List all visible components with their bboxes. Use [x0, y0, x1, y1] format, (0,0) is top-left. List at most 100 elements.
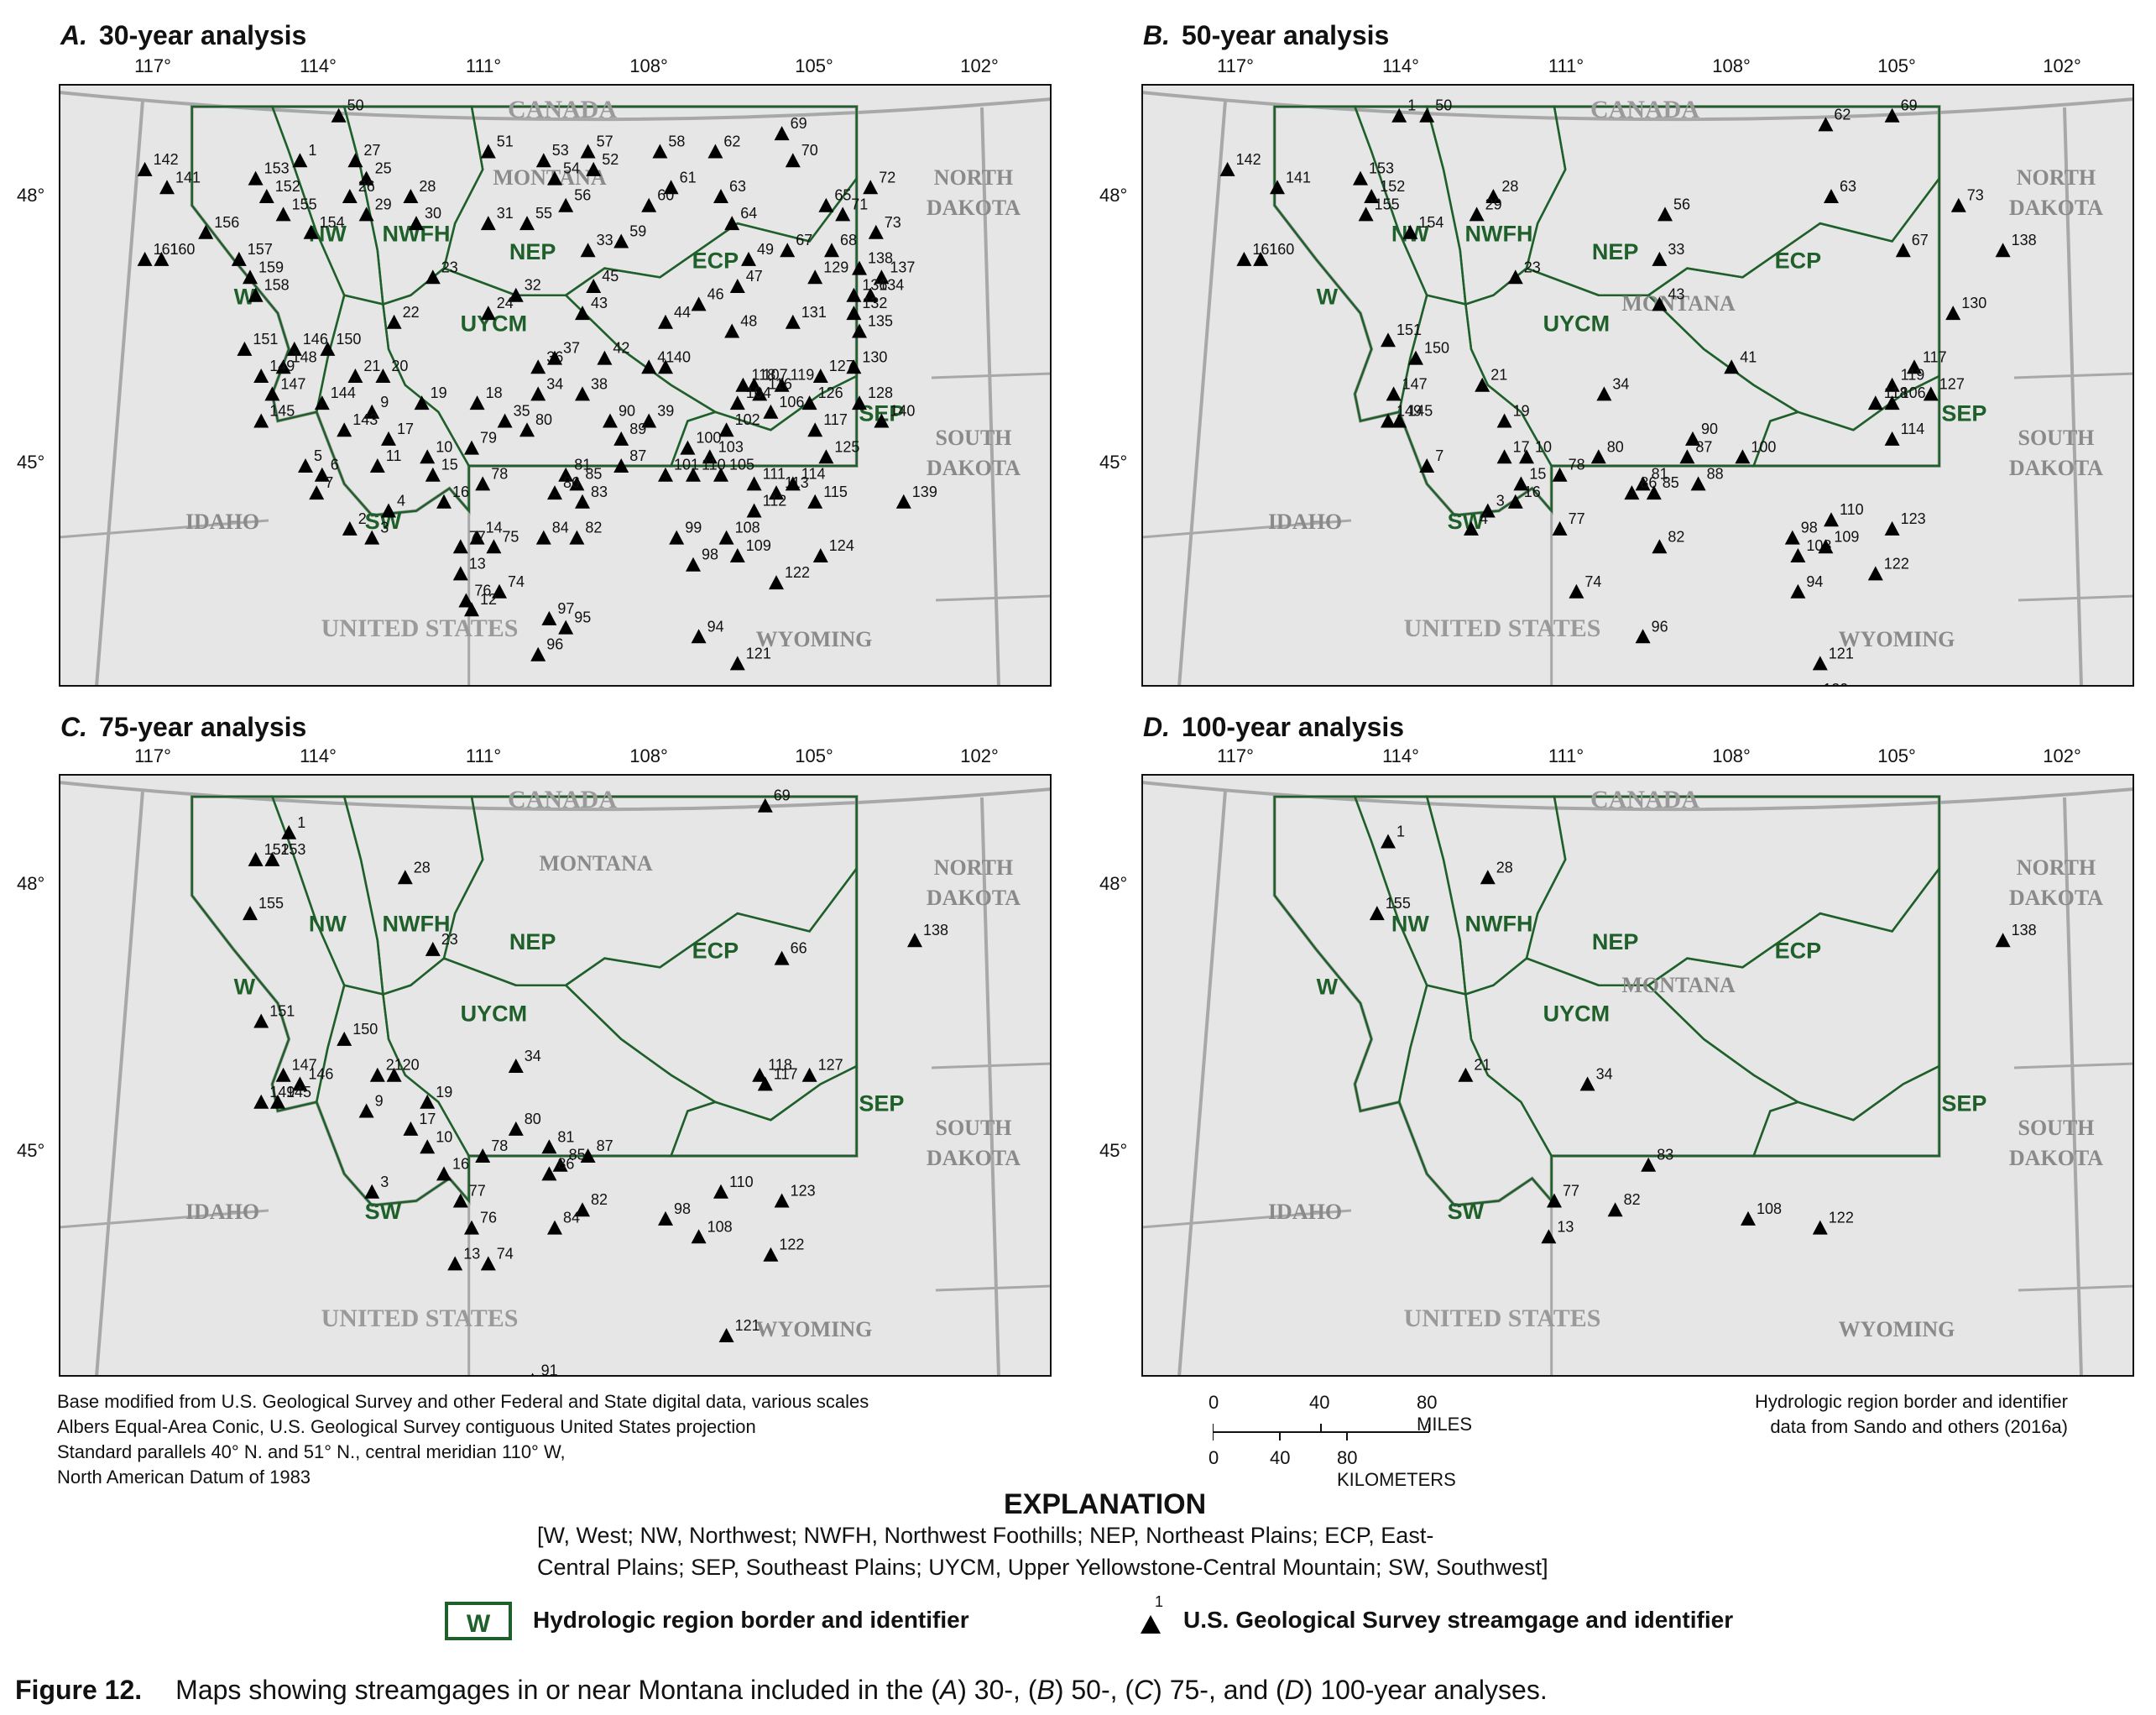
streamgage-marker[interactable]	[552, 1157, 568, 1172]
streamgage-marker[interactable]	[874, 269, 890, 285]
streamgage-marker[interactable]	[337, 422, 352, 437]
streamgage-marker[interactable]	[253, 1013, 269, 1028]
streamgage-marker[interactable]	[807, 422, 823, 437]
streamgage-marker[interactable]	[1824, 512, 1839, 527]
streamgage-marker[interactable]	[541, 1139, 557, 1154]
streamgage-marker[interactable]	[1513, 476, 1529, 491]
streamgage-marker[interactable]	[275, 359, 291, 374]
streamgage-marker[interactable]	[807, 494, 823, 509]
streamgage-marker[interactable]	[492, 583, 507, 599]
streamgage-marker[interactable]	[1685, 431, 1700, 446]
streamgage-marker[interactable]	[824, 243, 839, 258]
streamgage-marker[interactable]	[258, 189, 274, 203]
streamgage-marker[interactable]	[358, 207, 374, 222]
streamgage-marker[interactable]	[1579, 1076, 1595, 1091]
streamgage-marker[interactable]	[1569, 583, 1584, 599]
streamgage-marker[interactable]	[1724, 359, 1740, 374]
streamgage-marker[interactable]	[658, 467, 673, 482]
streamgage-marker[interactable]	[724, 323, 740, 338]
streamgage-marker[interactable]	[807, 269, 823, 285]
streamgage-marker[interactable]	[1507, 494, 1523, 509]
streamgage-marker[interactable]	[530, 359, 546, 374]
streamgage-marker[interactable]	[1741, 1210, 1756, 1226]
streamgage-marker[interactable]	[1607, 1202, 1623, 1217]
streamgage-marker[interactable]	[1458, 1067, 1474, 1082]
streamgage-marker[interactable]	[452, 539, 468, 554]
streamgage-marker[interactable]	[420, 1094, 436, 1109]
streamgage-marker[interactable]	[774, 377, 790, 392]
streamgage-marker[interactable]	[658, 359, 673, 374]
streamgage-marker[interactable]	[264, 386, 280, 401]
streamgage-marker[interactable]	[1552, 467, 1568, 482]
streamgage-marker[interactable]	[381, 431, 396, 446]
streamgage-marker[interactable]	[1391, 107, 1407, 123]
streamgage-marker[interactable]	[358, 170, 374, 186]
streamgage-marker[interactable]	[403, 189, 419, 203]
streamgage-marker[interactable]	[569, 476, 585, 491]
streamgage-marker[interactable]	[320, 341, 336, 356]
streamgage-marker[interactable]	[1907, 359, 1922, 374]
streamgage-marker[interactable]	[586, 161, 602, 176]
streamgage-marker[interactable]	[1895, 243, 1911, 258]
streamgage-marker[interactable]	[580, 243, 596, 258]
streamgage-marker[interactable]	[1884, 107, 1900, 123]
streamgage-marker[interactable]	[1408, 350, 1423, 365]
streamgage-marker[interactable]	[1657, 207, 1673, 222]
streamgage-marker[interactable]	[1679, 449, 1695, 464]
streamgage-marker[interactable]	[757, 1076, 773, 1091]
streamgage-marker[interactable]	[1485, 189, 1501, 203]
streamgage-marker[interactable]	[275, 1067, 291, 1082]
streamgage-marker[interactable]	[231, 251, 247, 266]
streamgage-marker[interactable]	[403, 1121, 419, 1136]
streamgage-marker[interactable]	[752, 1067, 768, 1082]
streamgage-marker[interactable]	[237, 341, 253, 356]
streamgage-marker[interactable]	[707, 144, 723, 159]
streamgage-marker[interactable]	[763, 1247, 779, 1262]
streamgage-marker[interactable]	[1812, 1220, 1828, 1235]
streamgage-marker[interactable]	[1381, 332, 1396, 348]
streamgage-marker[interactable]	[1480, 503, 1496, 518]
streamgage-marker[interactable]	[425, 467, 441, 482]
streamgage-marker[interactable]	[569, 530, 585, 545]
streamgage-marker[interactable]	[314, 395, 330, 410]
streamgage-marker[interactable]	[735, 377, 751, 392]
streamgage-marker[interactable]	[691, 1229, 707, 1244]
streamgage-marker[interactable]	[358, 1103, 374, 1118]
streamgage-marker[interactable]	[691, 296, 707, 311]
streamgage-marker[interactable]	[1270, 180, 1285, 195]
streamgage-marker[interactable]	[364, 530, 380, 545]
streamgage-marker[interactable]	[1419, 107, 1435, 123]
streamgage-marker[interactable]	[508, 1121, 524, 1136]
streamgage-marker[interactable]	[1253, 251, 1269, 266]
streamgage-marker[interactable]	[1884, 520, 1900, 536]
streamgage-marker[interactable]	[713, 467, 728, 482]
streamgage-marker[interactable]	[846, 306, 862, 321]
streamgage-marker[interactable]	[397, 870, 413, 885]
streamgage-marker[interactable]	[613, 233, 629, 248]
streamgage-marker[interactable]	[1635, 476, 1651, 491]
streamgage-marker[interactable]	[159, 180, 175, 195]
streamgage-marker[interactable]	[868, 224, 884, 239]
streamgage-marker[interactable]	[713, 1184, 728, 1199]
streamgage-marker[interactable]	[575, 1202, 590, 1217]
streamgage-marker[interactable]	[1381, 834, 1396, 849]
streamgage-marker[interactable]	[347, 369, 363, 383]
streamgage-marker[interactable]	[331, 107, 347, 123]
streamgage-marker[interactable]	[541, 610, 557, 625]
streamgage-marker[interactable]	[746, 503, 762, 518]
streamgage-marker[interactable]	[486, 539, 502, 554]
streamgage-marker[interactable]	[1475, 377, 1490, 392]
streamgage-marker[interactable]	[1236, 251, 1252, 266]
streamgage-marker[interactable]	[1358, 207, 1374, 222]
streamgage-marker[interactable]	[818, 197, 834, 212]
streamgage-marker[interactable]	[480, 216, 496, 231]
streamgage-marker[interactable]	[1464, 520, 1479, 536]
streamgage-marker[interactable]	[425, 941, 441, 956]
streamgage-marker[interactable]	[309, 485, 325, 500]
streamgage-marker[interactable]	[580, 144, 596, 159]
streamgage-marker[interactable]	[381, 503, 396, 518]
streamgage-marker[interactable]	[253, 1094, 269, 1109]
streamgage-marker[interactable]	[314, 467, 330, 482]
streamgage-marker[interactable]	[547, 1220, 562, 1235]
streamgage-marker[interactable]	[746, 377, 762, 392]
